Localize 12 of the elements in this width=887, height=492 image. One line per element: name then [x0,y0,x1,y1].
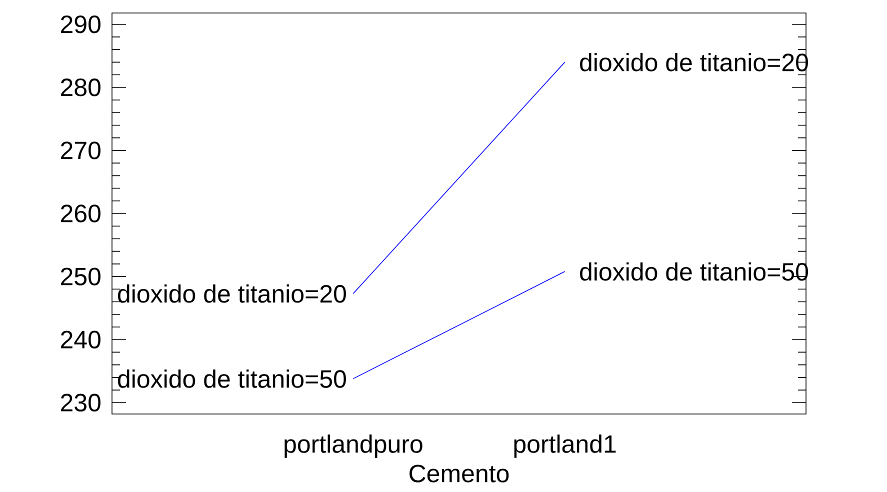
x-axis-title: Cemento [410,464,509,482]
y-tick-label: 230 [61,394,100,412]
y-tick-label: 290 [61,15,100,34]
y-tick-label: 250 [61,268,100,286]
x-tick-label: portlandpuro [284,434,422,458]
y-tick-label: 240 [61,330,100,348]
annotation: dioxido de titanio=50 [118,370,346,388]
y-tick-label: 280 [61,78,100,96]
x-tick-label: portland1 [514,434,616,458]
annotation: dioxido de titanio=20 [118,284,346,303]
y-tick-label: 270 [61,142,100,160]
y-tick-label: 260 [61,204,100,222]
